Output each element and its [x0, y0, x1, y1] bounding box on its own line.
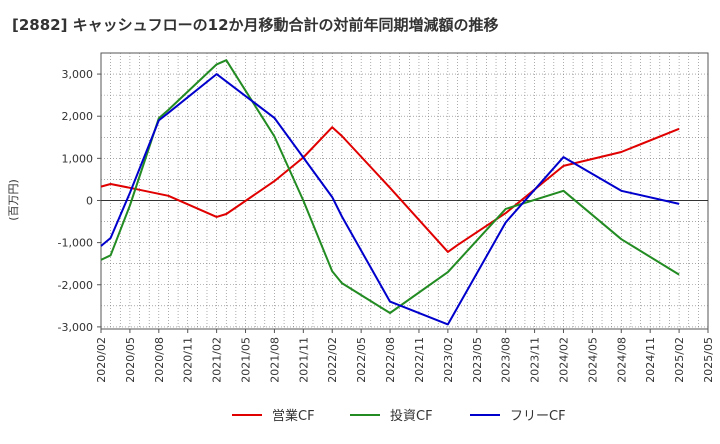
y-tick-label: 3,000	[62, 68, 94, 81]
chart-title: [2882] キャッシュフローの12か月移動合計の対前年同期増減額の推移	[12, 16, 499, 34]
x-tick-label: 2024/02	[557, 337, 570, 383]
x-tick-label: 2021/11	[297, 337, 310, 383]
x-tick-label: 2025/02	[673, 337, 686, 383]
legend: 営業CF 投資CF フリーCF	[232, 408, 566, 424]
x-tick-label: 2022/11	[413, 337, 426, 383]
x-tick-label: 2020/05	[124, 337, 137, 383]
x-tick-label: 2021/02	[211, 337, 224, 383]
x-tick-label: 2022/08	[384, 337, 397, 383]
x-tick-label: 2020/11	[182, 337, 195, 383]
x-tick-label: 2021/08	[268, 337, 281, 383]
x-tick-label: 2021/05	[240, 337, 253, 383]
y-axis-label: (百万円)	[7, 179, 20, 221]
x-tick-label: 2024/11	[644, 337, 657, 383]
y-tick-label: 0	[86, 194, 93, 207]
x-tick-label: 2020/08	[153, 337, 166, 383]
y-tick-label: 2,000	[62, 110, 94, 123]
x-tick-label: 2020/02	[95, 337, 108, 383]
x-tick-label: 2023/02	[442, 337, 455, 383]
x-tick-label: 2022/02	[326, 337, 339, 383]
legend-label: 投資CF	[390, 408, 433, 424]
y-tick-label: -2,000	[58, 279, 93, 292]
y-tick-label: -1,000	[58, 237, 93, 250]
x-tick-label: 2023/08	[500, 337, 513, 383]
x-tick-label: 2022/05	[355, 337, 368, 383]
x-tick-label: 2024/05	[586, 337, 599, 383]
x-tick-label: 2024/08	[615, 337, 628, 383]
legend-label: 営業CF	[272, 408, 315, 424]
y-tick-label: -3,000	[58, 321, 93, 334]
x-tick-label: 2023/05	[471, 337, 484, 383]
y-tick-label: 1,000	[62, 152, 94, 165]
legend-label: フリーCF	[510, 409, 566, 424]
x-tick-label: 2023/11	[529, 337, 542, 383]
x-tick-label: 2025/05	[702, 337, 715, 383]
